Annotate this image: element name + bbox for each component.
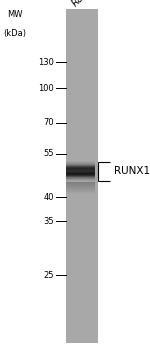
- Bar: [66, 177, 94, 178]
- Bar: [66, 183, 94, 184]
- Bar: [66, 162, 94, 163]
- Bar: [66, 174, 94, 175]
- Bar: [66, 180, 94, 181]
- Text: 100: 100: [38, 84, 54, 93]
- Bar: [66, 164, 94, 165]
- Bar: [66, 179, 94, 180]
- Bar: [66, 167, 94, 168]
- Bar: [66, 9, 98, 343]
- Bar: [66, 166, 94, 167]
- Bar: [66, 181, 94, 182]
- Text: 130: 130: [38, 58, 54, 67]
- Text: Rat2: Rat2: [70, 0, 93, 9]
- Bar: [66, 168, 94, 169]
- Text: 35: 35: [43, 217, 54, 226]
- Bar: [66, 184, 94, 185]
- Bar: [66, 182, 94, 183]
- Bar: [66, 186, 94, 188]
- Bar: [66, 175, 94, 176]
- Bar: [66, 172, 94, 173]
- Bar: [66, 191, 94, 192]
- Text: (kDa): (kDa): [3, 29, 27, 38]
- Bar: [66, 165, 94, 166]
- Bar: [66, 163, 94, 164]
- Bar: [66, 192, 94, 193]
- Bar: [66, 178, 94, 179]
- Text: 70: 70: [43, 118, 54, 127]
- Bar: [66, 185, 94, 186]
- Text: 40: 40: [44, 193, 54, 202]
- Text: 55: 55: [44, 149, 54, 158]
- Bar: [66, 170, 94, 171]
- Bar: [66, 176, 94, 177]
- Text: MW: MW: [7, 10, 23, 19]
- Bar: [66, 161, 94, 162]
- Text: 25: 25: [44, 271, 54, 280]
- Bar: [66, 169, 94, 170]
- Bar: [66, 173, 94, 174]
- Bar: [66, 193, 94, 194]
- Bar: [66, 190, 94, 191]
- Bar: [66, 188, 94, 189]
- Bar: [66, 171, 94, 172]
- Bar: [66, 189, 94, 190]
- Text: RUNX1: RUNX1: [114, 166, 150, 176]
